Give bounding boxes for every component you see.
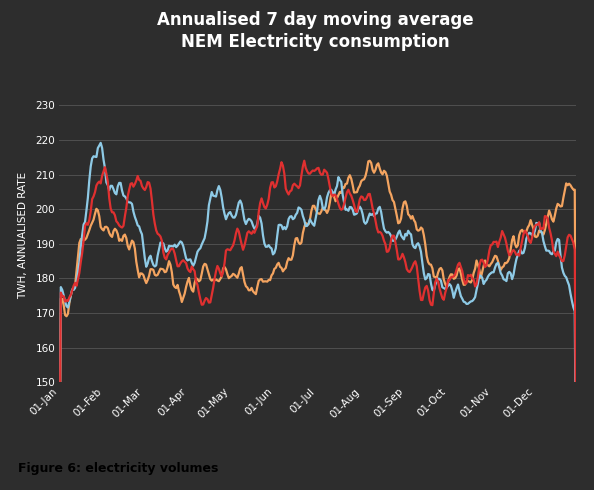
Text: Annualised 7 day moving average
NEM Electricity consumption: Annualised 7 day moving average NEM Elec…: [156, 11, 473, 51]
Text: Figure 6: electricity volumes: Figure 6: electricity volumes: [18, 462, 218, 475]
Y-axis label: TWH, ANNUALISED RATE: TWH, ANNUALISED RATE: [18, 172, 29, 299]
